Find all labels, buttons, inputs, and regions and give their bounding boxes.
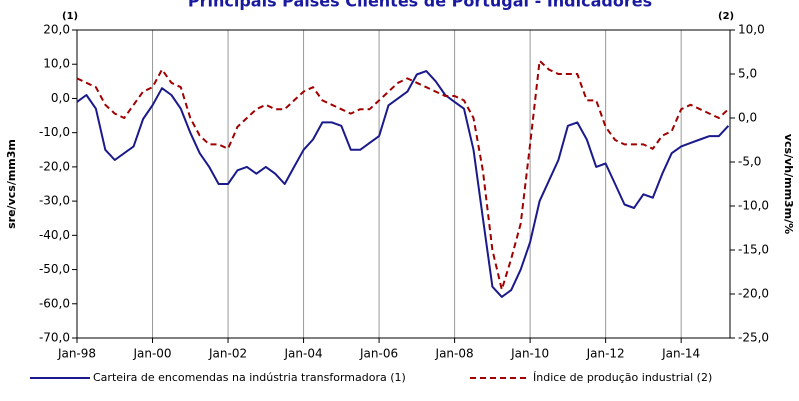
y-axis-label: sre/vcs/mm3m: [5, 139, 18, 229]
annotation: (2): [718, 11, 734, 22]
legend-label: Carteira de encomendas na indústria tran…: [93, 371, 406, 384]
y-tick-label: 0,0: [51, 91, 70, 105]
y2-tick-label: 10,0: [738, 23, 765, 37]
y2-tick-label: -15,0: [738, 243, 769, 257]
y2-tick-label: -5,0: [738, 155, 761, 169]
x-tick-label: Jan-00: [132, 347, 171, 361]
x-tick-label: Jan-98: [57, 347, 96, 361]
x-tick-label: Jan-08: [435, 347, 474, 361]
y-tick-label: 10,0: [43, 57, 70, 71]
x-tick-label: Jan-12: [586, 347, 625, 361]
y-tick-label: -10,0: [39, 125, 70, 139]
x-tick-label: Jan-02: [208, 347, 247, 361]
x-tick-label: Jan-04: [284, 347, 323, 361]
y-tick-label: -70,0: [39, 331, 70, 345]
y-tick-label: -40,0: [39, 228, 70, 242]
y-tick-label: -50,0: [39, 262, 70, 276]
y-tick-label: -60,0: [39, 296, 70, 310]
y2-tick-label: 5,0: [738, 67, 757, 81]
y2-axis-label: vcs/vh/mm3m/%: [782, 134, 795, 234]
y-tick-label: 20,0: [43, 23, 70, 37]
series-line: [76, 70, 730, 298]
plot-frame: [76, 29, 731, 339]
annotation: (1): [62, 11, 78, 22]
series-line: [76, 59, 730, 291]
y2-tick-label: -25,0: [738, 331, 769, 345]
y-tick-label: -30,0: [39, 194, 70, 208]
x-tick-label: Jan-14: [661, 347, 700, 361]
y2-tick-label: -10,0: [738, 199, 769, 213]
chart-title: Principais Países Clientes de Portugal -…: [188, 0, 652, 11]
y2-tick-label: 0,0: [738, 111, 757, 125]
x-tick-label: Jan-10: [510, 347, 549, 361]
legend-label: Índice de produção industrial (2): [533, 371, 712, 384]
y-tick-label: -20,0: [39, 159, 70, 173]
y2-tick-label: -20,0: [738, 287, 769, 301]
x-tick-label: Jan-06: [359, 347, 398, 361]
